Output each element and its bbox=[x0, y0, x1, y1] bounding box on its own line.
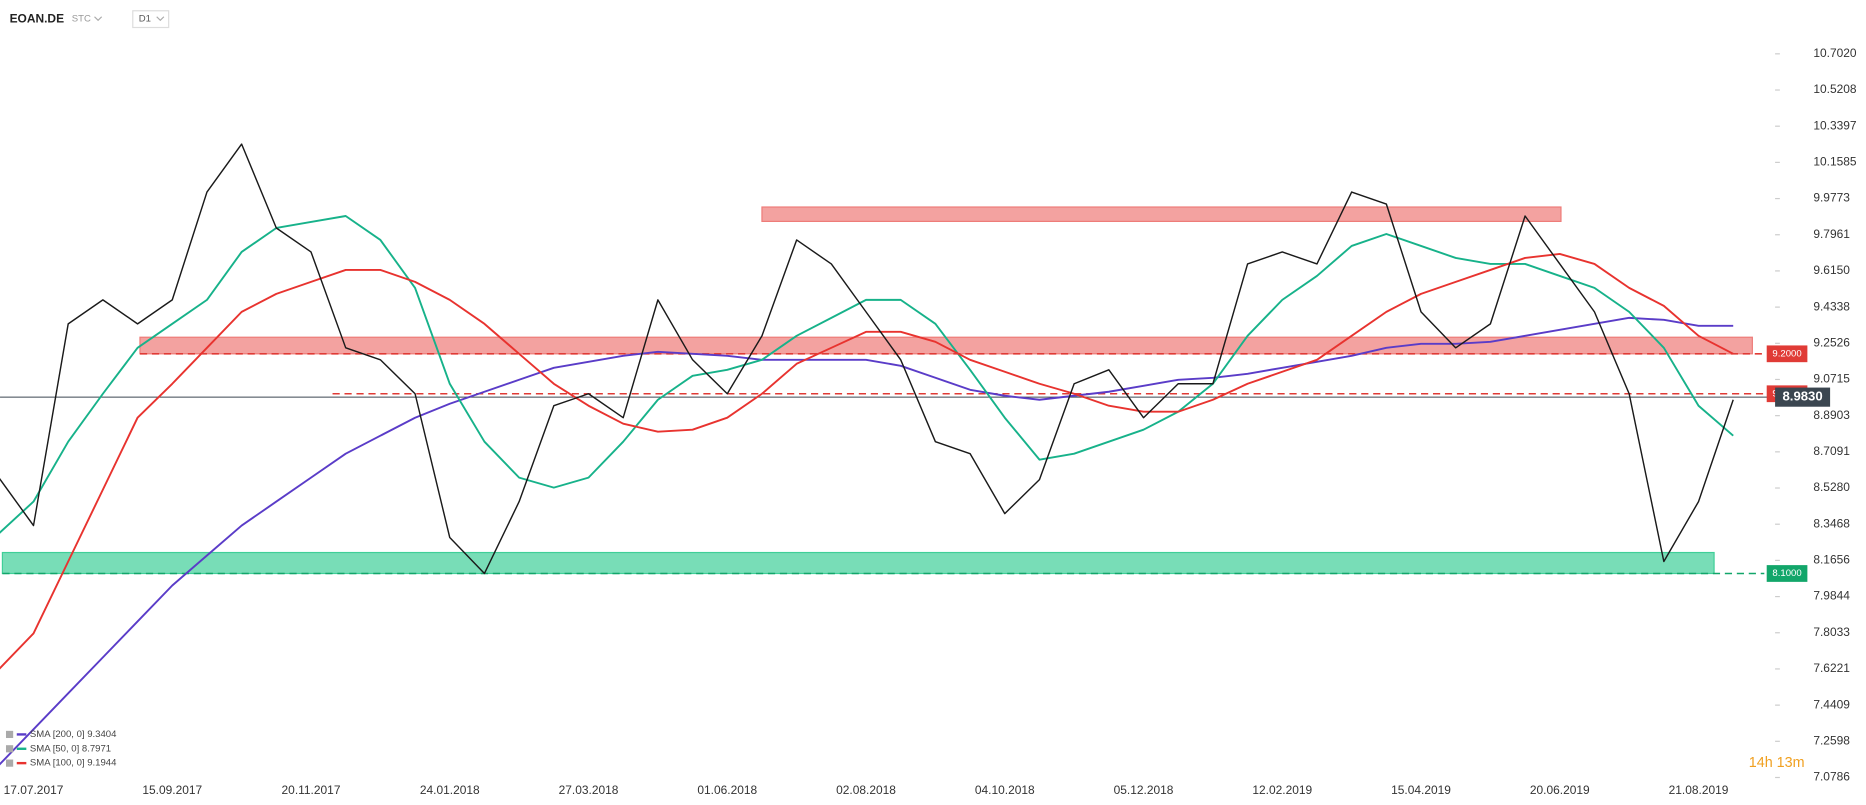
zone bbox=[1, 551, 1715, 575]
level-label: 9.2000 bbox=[1772, 348, 1801, 359]
x-tick-label: 12.02.2019 bbox=[1252, 783, 1312, 797]
y-tick-label: 8.7091 bbox=[1813, 444, 1850, 458]
level-label-box bbox=[1766, 565, 1808, 582]
x-tick-label: 01.06.2018 bbox=[697, 783, 757, 797]
y-tick-label: 9.2526 bbox=[1813, 335, 1850, 349]
dropdown-arrow[interactable] bbox=[156, 16, 165, 22]
y-tick-label: 8.1656 bbox=[1813, 553, 1850, 567]
y-tick-label: 8.8903 bbox=[1813, 408, 1850, 422]
y-tick-label: 7.8033 bbox=[1813, 625, 1850, 639]
sma-line bbox=[0, 316, 1734, 766]
y-tick-label: 8.5280 bbox=[1813, 480, 1850, 494]
y-tick-label: 10.5208 bbox=[1813, 82, 1857, 96]
x-tick-label: 21.08.2019 bbox=[1669, 783, 1729, 797]
legend-label: SMA [100, 0] 9.1944 bbox=[30, 758, 117, 769]
y-tick-label: 9.6150 bbox=[1813, 263, 1850, 277]
dropdown-arrow[interactable] bbox=[94, 16, 103, 22]
sma-line bbox=[0, 252, 1734, 670]
interval[interactable]: D1 bbox=[139, 14, 151, 25]
zone bbox=[139, 336, 1753, 355]
symbol: EOAN.DE bbox=[10, 11, 64, 25]
level-label-box bbox=[1766, 345, 1808, 363]
y-tick-label: 9.4338 bbox=[1813, 299, 1850, 313]
y-tick-label: 10.1585 bbox=[1813, 155, 1857, 169]
legend-icon bbox=[5, 745, 14, 753]
x-tick-label: 04.10.2018 bbox=[975, 783, 1035, 797]
axes: 10.7020 10.5208 10.3397 10.1585 9.9773 9.7961… bbox=[4, 46, 1857, 797]
price-line bbox=[0, 143, 1734, 575]
y-tick-label: 7.4409 bbox=[1813, 697, 1850, 711]
y-tick-label: 7.9844 bbox=[1813, 589, 1850, 603]
y-tick-label: 9.7961 bbox=[1813, 227, 1850, 241]
current-price-box bbox=[1775, 387, 1831, 407]
legend-icon bbox=[5, 759, 14, 767]
timer: 14h 13m bbox=[1749, 755, 1805, 771]
interval-box[interactable] bbox=[132, 10, 170, 29]
x-tick-label: 02.08.2018 bbox=[836, 783, 896, 797]
x-tick-label: 20.11.2017 bbox=[282, 783, 341, 797]
y-tick-label: 7.0786 bbox=[1813, 770, 1850, 784]
legend-label: SMA [50, 0] 8.7971 bbox=[30, 743, 111, 754]
plot-area bbox=[0, 143, 1771, 766]
y-tick-label: 7.6221 bbox=[1813, 661, 1850, 675]
current-price-label: 8.9830 bbox=[1782, 389, 1822, 404]
y-tick-label: 9.9773 bbox=[1813, 191, 1850, 205]
y-tick-label: 9.0715 bbox=[1813, 372, 1850, 386]
x-tick-label: 05.12.2018 bbox=[1114, 783, 1174, 797]
x-tick-label: 15.09.2017 bbox=[142, 783, 202, 797]
level-label: 8.1000 bbox=[1772, 568, 1801, 579]
legend-label: SMA [200, 0] 9.3404 bbox=[30, 729, 117, 740]
y-tick-label: 10.3397 bbox=[1813, 118, 1857, 132]
y-tick-label: 7.2598 bbox=[1813, 733, 1850, 747]
sma-line bbox=[0, 215, 1734, 534]
x-tick-label: 24.01.2018 bbox=[420, 783, 480, 797]
y-tick-label: 10.7020 bbox=[1813, 46, 1857, 60]
x-tick-label: 27.03.2018 bbox=[559, 783, 619, 797]
x-tick-label: 17.07.2017 bbox=[4, 783, 64, 797]
y-tick-label: 8.3468 bbox=[1813, 516, 1850, 530]
instrument-type[interactable]: STC bbox=[72, 14, 91, 25]
x-tick-label: 15.04.2019 bbox=[1391, 783, 1451, 797]
legend-icon bbox=[5, 730, 14, 739]
zone bbox=[761, 206, 1562, 222]
x-tick-label: 20.06.2019 bbox=[1530, 783, 1590, 797]
